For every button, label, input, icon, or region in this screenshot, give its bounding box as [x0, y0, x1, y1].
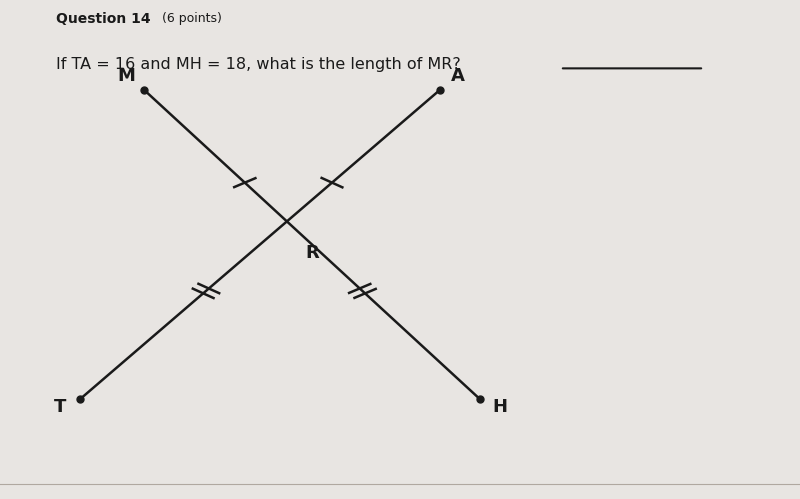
Text: Question 14: Question 14 — [56, 12, 150, 26]
Text: A: A — [450, 67, 465, 85]
Text: (6 points): (6 points) — [162, 12, 222, 25]
Text: R: R — [305, 245, 319, 262]
Text: T: T — [54, 398, 66, 416]
Text: H: H — [493, 398, 507, 416]
Text: M: M — [118, 67, 135, 85]
Text: If TA = 16 and MH = 18, what is the length of MR?: If TA = 16 and MH = 18, what is the leng… — [56, 57, 461, 72]
